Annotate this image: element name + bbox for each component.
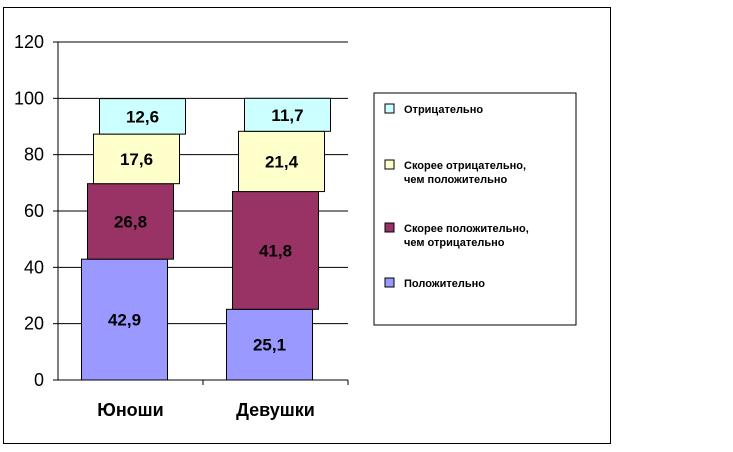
bar-segment	[244, 97, 331, 132]
data-label: 17,6	[120, 150, 153, 169]
data-label: 42,9	[108, 311, 141, 330]
bar-segment	[238, 130, 325, 193]
y-tick-label: 80	[24, 145, 44, 165]
legend-swatch	[384, 277, 395, 288]
data-label: 26,8	[114, 212, 147, 231]
legend-label: Скорее отрицательно, чем положительно	[404, 160, 526, 186]
legend-label: Скорее положительно, чем отрицательно	[404, 223, 529, 249]
bar-segment	[99, 98, 186, 135]
legend-swatch	[384, 103, 395, 114]
data-label: 41,8	[259, 241, 292, 260]
legend-label: Отрицательно	[404, 104, 483, 116]
data-label: 21,4	[265, 152, 299, 171]
legend-swatch	[384, 159, 395, 170]
bar-segment	[81, 258, 168, 381]
x-category-label: Девушки	[236, 400, 315, 420]
legend-label: Положительно	[404, 278, 485, 290]
bar-segment	[87, 183, 174, 260]
data-label: 12,6	[126, 107, 159, 126]
y-tick-label: 40	[24, 257, 44, 277]
legend-swatch	[384, 222, 395, 233]
legend-box	[373, 92, 577, 326]
y-tick-label: 60	[24, 201, 44, 221]
chart-frame	[3, 7, 611, 444]
bar-segment	[232, 191, 319, 310]
x-category-label: Юноши	[97, 400, 164, 420]
y-tick-label: 0	[34, 370, 44, 390]
y-tick-label: 20	[24, 314, 44, 334]
data-label: 11,7	[271, 106, 303, 125]
data-label: 25,1	[253, 336, 286, 355]
y-tick-label: 120	[14, 32, 44, 52]
bar-segment	[93, 133, 180, 185]
y-tick-label: 100	[14, 88, 44, 108]
